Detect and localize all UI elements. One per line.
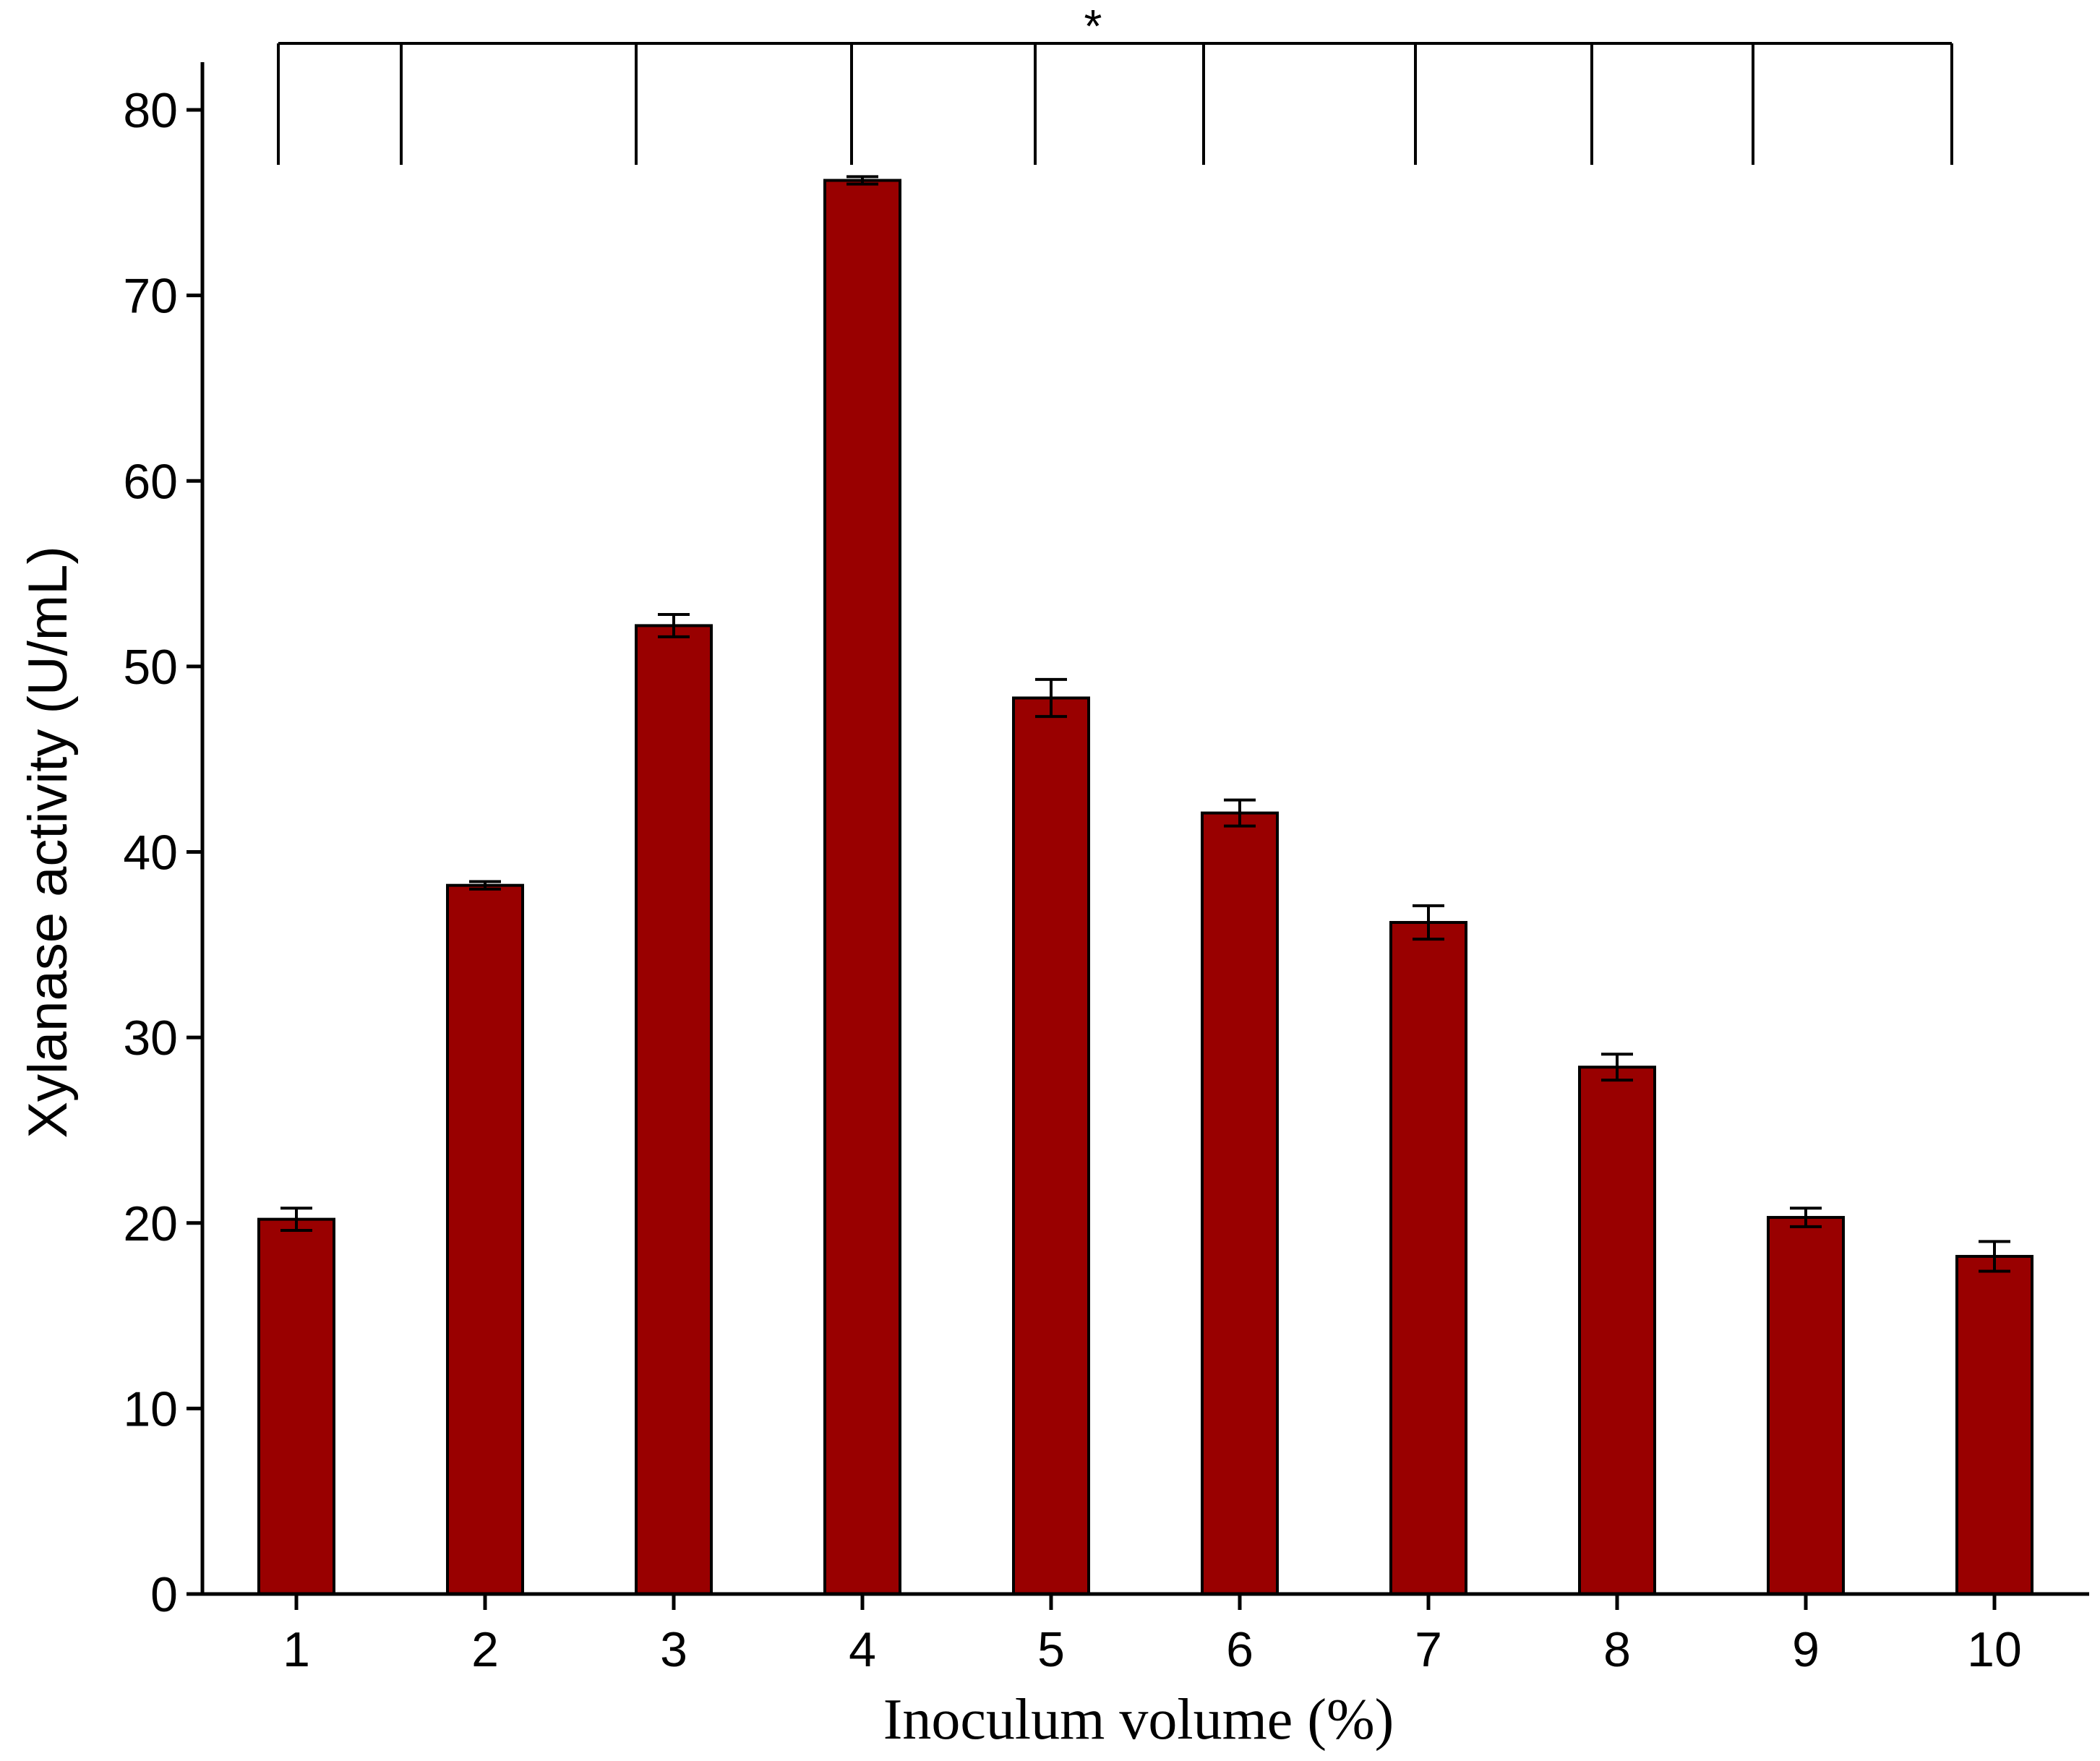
- error-bar-3: [658, 613, 690, 638]
- error-bar-7: [1413, 904, 1444, 941]
- x-tick-label-10: 10: [1967, 1622, 2022, 1677]
- bar-8: [1578, 1066, 1656, 1596]
- y-tick-label-70: 70: [123, 269, 178, 324]
- error-bar-1: [280, 1207, 312, 1233]
- y-axis-title: Xylanase activity (U/mL): [17, 546, 79, 1138]
- x-tick-label-8: 8: [1603, 1622, 1631, 1677]
- significance-star: *: [1084, 0, 1102, 52]
- axes-group: 0 10 20 30 40 50 60 70 80 1 2 3 4 5 6 7 8 9 10: [123, 62, 2089, 1677]
- x-tick-label-3: 3: [660, 1622, 687, 1677]
- bar-5: [1012, 696, 1090, 1595]
- bar-4: [823, 179, 901, 1596]
- x-tick-label-1: 1: [283, 1622, 310, 1677]
- bar-7: [1389, 921, 1467, 1595]
- error-bar-10: [1979, 1240, 2010, 1273]
- y-tick-label-50: 50: [123, 640, 178, 695]
- y-tick-label-0: 0: [150, 1567, 178, 1622]
- error-bar-6: [1224, 798, 1256, 828]
- x-tick-label-6: 6: [1226, 1622, 1253, 1677]
- y-tick-label-40: 40: [123, 826, 178, 880]
- error-bar-9: [1790, 1207, 1822, 1228]
- y-tick-label-30: 30: [123, 1011, 178, 1066]
- error-bar-8: [1601, 1053, 1633, 1082]
- bar-6: [1201, 811, 1279, 1595]
- y-tick-label-20: 20: [123, 1196, 178, 1251]
- bar-3: [635, 624, 713, 1595]
- x-tick-label-7: 7: [1415, 1622, 1442, 1677]
- x-tick-label-5: 5: [1037, 1622, 1065, 1677]
- error-bar-2: [469, 880, 501, 891]
- x-tick-label-2: 2: [471, 1622, 499, 1677]
- bar-9: [1767, 1216, 1845, 1595]
- error-bar-5: [1035, 677, 1067, 719]
- bar-1: [257, 1217, 335, 1596]
- x-tick-label-4: 4: [849, 1622, 876, 1677]
- significance-bracket: [277, 42, 1953, 165]
- error-bars-group: [280, 175, 2010, 1273]
- y-tick-label-80: 80: [123, 83, 178, 138]
- error-bar-4: [847, 175, 878, 186]
- x-axis-title: Inoculum volume (%): [883, 1688, 1394, 1752]
- y-tick-label-10: 10: [123, 1381, 178, 1436]
- bars-group: [257, 179, 2033, 1596]
- y-tick-label-60: 60: [123, 454, 178, 509]
- x-tick-label-9: 9: [1792, 1622, 1820, 1677]
- bar-10: [1955, 1254, 2033, 1595]
- bar-2: [446, 883, 524, 1595]
